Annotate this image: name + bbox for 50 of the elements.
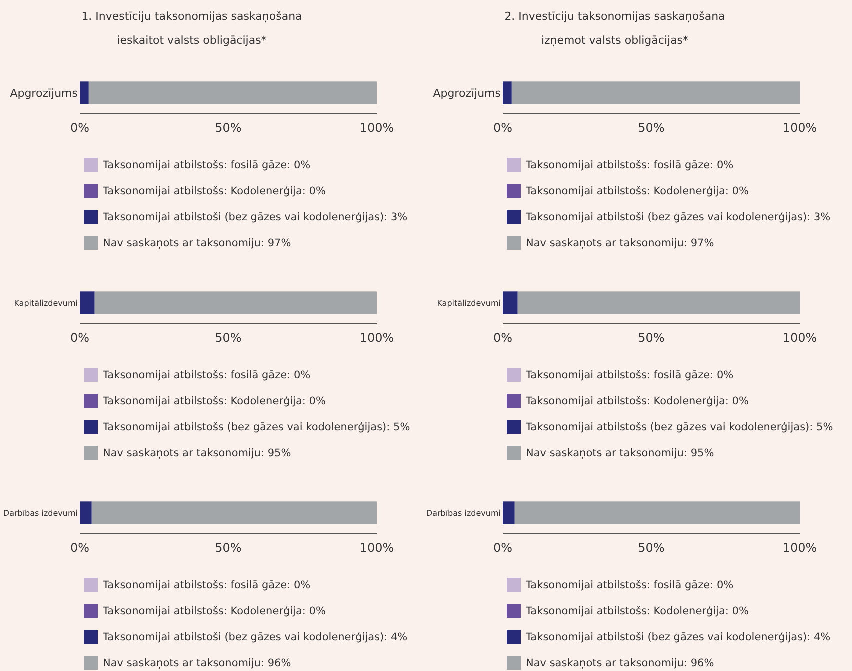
legend-label: Taksonomijai atbilstošs (bez gāzes vai kodolenerģijas): 5% bbox=[525, 422, 834, 434]
x-tick-label: 0% bbox=[70, 121, 90, 135]
legend-label: Taksonomijai atbilstošs: fosilā gāze: 0% bbox=[525, 160, 734, 172]
x-tick-label: 100% bbox=[782, 331, 818, 345]
legend-label: Taksonomijai atbilstošs: fosilā gāze: 0% bbox=[102, 370, 311, 382]
legend-label: Taksonomijai atbilstošs: Kodolenerģija: 0% bbox=[525, 186, 749, 198]
legend-label: Taksonomijai atbilstoši (bez gāzes vai kodolenerģijas): 4% bbox=[102, 632, 408, 644]
legend-label: Taksonomijai atbilstošs: Kodolenerģija: 0% bbox=[102, 186, 326, 198]
legend-label: Taksonomijai atbilstošs: Kodolenerģija: 0% bbox=[525, 396, 749, 408]
y-tick-label: Kapitālizdevumi bbox=[437, 298, 501, 308]
x-tick-label: 0% bbox=[70, 541, 90, 555]
y-tick-label: Darbības izdevumi bbox=[426, 508, 501, 518]
y-tick-label: Darbības izdevumi bbox=[3, 508, 78, 518]
legend-label: Nav saskaņots ar taksonomiju: 97% bbox=[103, 238, 292, 250]
legend-label: Nav saskaņots ar taksonomiju: 95% bbox=[103, 448, 292, 460]
legend-label: Taksonomijai atbilstoši (bez gāzes vai kodolenerģijas): 3% bbox=[102, 212, 408, 224]
x-tick-label: 100% bbox=[782, 541, 818, 555]
x-tick-label: 0% bbox=[493, 331, 513, 345]
legend-label: Taksonomijai atbilstošs: Kodolenerģija: 0% bbox=[525, 606, 749, 618]
x-tick-label: 50% bbox=[215, 541, 242, 555]
legend-label: Nav saskaņots ar taksonomiju: 95% bbox=[526, 448, 714, 460]
x-tick-label: 0% bbox=[493, 541, 513, 555]
legend-label: Nav saskaņots ar taksonomiju: 97% bbox=[526, 238, 714, 250]
x-tick-label: 50% bbox=[215, 331, 242, 345]
x-tick-label: 100% bbox=[360, 541, 394, 555]
chart-title: 2. Investīciju taksonomijas saskaņošana izņemot valsts obligācijas* bbox=[504, 10, 726, 47]
x-tick-label: 50% bbox=[638, 331, 665, 345]
x-tick-label: 100% bbox=[360, 331, 394, 345]
y-tick-label: Kapitālizdevumi bbox=[14, 298, 78, 308]
legend-label: Nav saskaņots ar taksonomiju: 96% bbox=[526, 658, 714, 670]
legend-label: Taksonomijai atbilstoši (bez gāzes vai kodolenerģijas): 3% bbox=[525, 212, 831, 224]
x-tick-label: 0% bbox=[493, 121, 513, 135]
x-tick-label: 100% bbox=[782, 121, 818, 135]
x-tick-label: 50% bbox=[638, 121, 665, 135]
x-tick-label: 50% bbox=[638, 541, 665, 555]
legend-label: Taksonomijai atbilstoši (bez gāzes vai kodolenerģijas): 4% bbox=[525, 632, 831, 644]
legend-label: Taksonomijai atbilstošs: fosilā gāze: 0% bbox=[102, 160, 311, 172]
legend-label: Taksonomijai atbilstošs: Kodolenerģija: 0% bbox=[102, 606, 326, 618]
chart-title: 1. Investīciju taksonomijas saskaņošana ieskaitot valsts obligācijas* bbox=[82, 10, 302, 47]
legend-label: Nav saskaņots ar taksonomiju: 96% bbox=[103, 658, 292, 670]
legend-label: Taksonomijai atbilstošs: fosilā gāze: 0% bbox=[525, 580, 734, 592]
x-tick-label: 0% bbox=[70, 331, 90, 345]
legend-label: Taksonomijai atbilstošs (bez gāzes vai kodolenerģijas): 5% bbox=[102, 422, 410, 434]
y-tick-label: Apgrozījums bbox=[433, 86, 502, 100]
x-tick-label: 100% bbox=[360, 121, 394, 135]
legend-label: Taksonomijai atbilstošs: Kodolenerģija: 0% bbox=[102, 396, 326, 408]
x-tick-label: 50% bbox=[215, 121, 242, 135]
legend-label: Taksonomijai atbilstošs: fosilā gāze: 0% bbox=[525, 370, 734, 382]
y-tick-label: Apgrozījums bbox=[10, 86, 78, 100]
legend-label: Taksonomijai atbilstošs: fosilā gāze: 0% bbox=[102, 580, 311, 592]
